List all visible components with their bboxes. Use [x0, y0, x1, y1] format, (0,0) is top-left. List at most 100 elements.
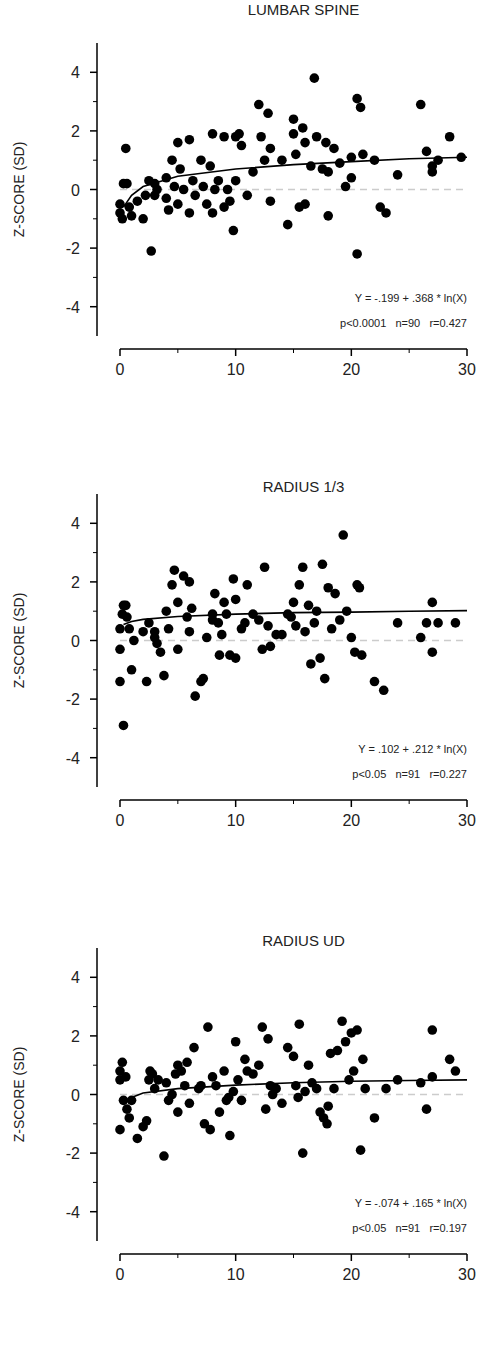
- point: [277, 1098, 287, 1108]
- point: [208, 208, 218, 218]
- point: [231, 595, 241, 605]
- point: [298, 562, 308, 572]
- point: [312, 1084, 322, 1094]
- y-tick: [90, 581, 97, 583]
- plot-area: [115, 73, 467, 258]
- point: [342, 606, 352, 616]
- point: [229, 1087, 239, 1097]
- point: [300, 138, 310, 148]
- point: [202, 199, 212, 209]
- point: [352, 94, 362, 104]
- point: [223, 185, 233, 195]
- y-tick: [90, 1035, 97, 1037]
- point: [257, 1022, 267, 1032]
- point: [422, 618, 432, 628]
- point: [422, 1104, 432, 1114]
- point: [173, 1107, 183, 1117]
- point: [240, 618, 250, 628]
- point: [306, 161, 316, 171]
- point: [133, 196, 143, 206]
- point: [242, 191, 252, 201]
- y-tick-label: -4: [66, 1204, 80, 1221]
- annotation: p<0.05 n=91 r=0.227: [352, 768, 467, 780]
- point: [219, 598, 229, 608]
- point: [190, 191, 200, 201]
- point: [360, 1084, 370, 1094]
- annotation: Y = .102 + .212 * ln(X): [358, 743, 467, 755]
- point: [121, 144, 131, 154]
- point: [118, 1057, 128, 1067]
- y-tick: [90, 72, 97, 74]
- point: [416, 1078, 426, 1088]
- point: [115, 644, 125, 654]
- x-tick: [351, 800, 353, 807]
- y-tick-label: -2: [66, 691, 80, 708]
- x-tick-label: 30: [458, 1266, 476, 1283]
- x-tick-label: 10: [227, 1266, 245, 1283]
- y-minor-tick: [93, 277, 97, 278]
- panel: RADIUS UDZ-SCORE (SD)-4-20240102030Y = -…: [11, 932, 476, 1283]
- point: [182, 1057, 192, 1067]
- point: [320, 674, 330, 684]
- point: [217, 630, 227, 640]
- x-tick: [235, 349, 237, 356]
- point: [291, 621, 301, 631]
- point: [341, 182, 351, 192]
- y-minor-tick: [93, 1182, 97, 1183]
- point: [133, 1134, 143, 1144]
- point: [289, 129, 299, 139]
- y-tick: [90, 306, 97, 308]
- point: [196, 1081, 206, 1091]
- point: [231, 653, 241, 663]
- point: [422, 147, 432, 157]
- point: [341, 1037, 351, 1047]
- point: [202, 633, 212, 643]
- point: [381, 208, 391, 218]
- point: [173, 138, 183, 148]
- x-minor-tick: [177, 349, 178, 353]
- x-minor-tick: [293, 349, 294, 353]
- x-tick-label: 10: [227, 812, 245, 829]
- point: [355, 583, 365, 593]
- y-minor-tick: [93, 160, 97, 161]
- point: [277, 630, 287, 640]
- point: [152, 185, 162, 195]
- y-minor-tick: [93, 101, 97, 102]
- point: [347, 173, 357, 183]
- y-tick-label: -4: [66, 299, 80, 316]
- point: [173, 199, 183, 209]
- y-tick: [90, 189, 97, 191]
- y-tick-label: 0: [71, 1087, 80, 1104]
- point: [310, 73, 320, 83]
- y-tick: [90, 1211, 97, 1213]
- point: [260, 562, 270, 572]
- point: [115, 199, 125, 209]
- point: [225, 196, 235, 206]
- annotation: Y = -.074 + .165 * ln(X): [355, 1197, 467, 1209]
- point: [266, 144, 276, 154]
- point: [161, 193, 171, 203]
- point: [142, 1116, 152, 1126]
- point: [237, 1096, 247, 1106]
- point: [306, 659, 316, 669]
- point: [214, 176, 224, 186]
- point: [254, 1060, 264, 1070]
- point: [129, 636, 139, 646]
- point: [256, 132, 266, 142]
- title: RADIUS 1/3: [263, 478, 345, 495]
- point: [159, 1151, 169, 1161]
- x-tick-label: 30: [458, 812, 476, 829]
- point: [219, 132, 229, 142]
- point: [185, 135, 195, 145]
- figure: LUMBAR SPINEZ-SCORE (SD)-4-20240102030Y …: [0, 0, 490, 1354]
- point: [300, 627, 310, 637]
- point: [205, 1125, 215, 1135]
- y-minor-tick: [93, 218, 97, 219]
- point: [277, 155, 287, 165]
- point: [310, 618, 320, 628]
- point: [234, 129, 244, 139]
- y-tick: [90, 130, 97, 132]
- point: [237, 141, 247, 151]
- point: [289, 1052, 299, 1062]
- x-tick-label: 20: [342, 812, 360, 829]
